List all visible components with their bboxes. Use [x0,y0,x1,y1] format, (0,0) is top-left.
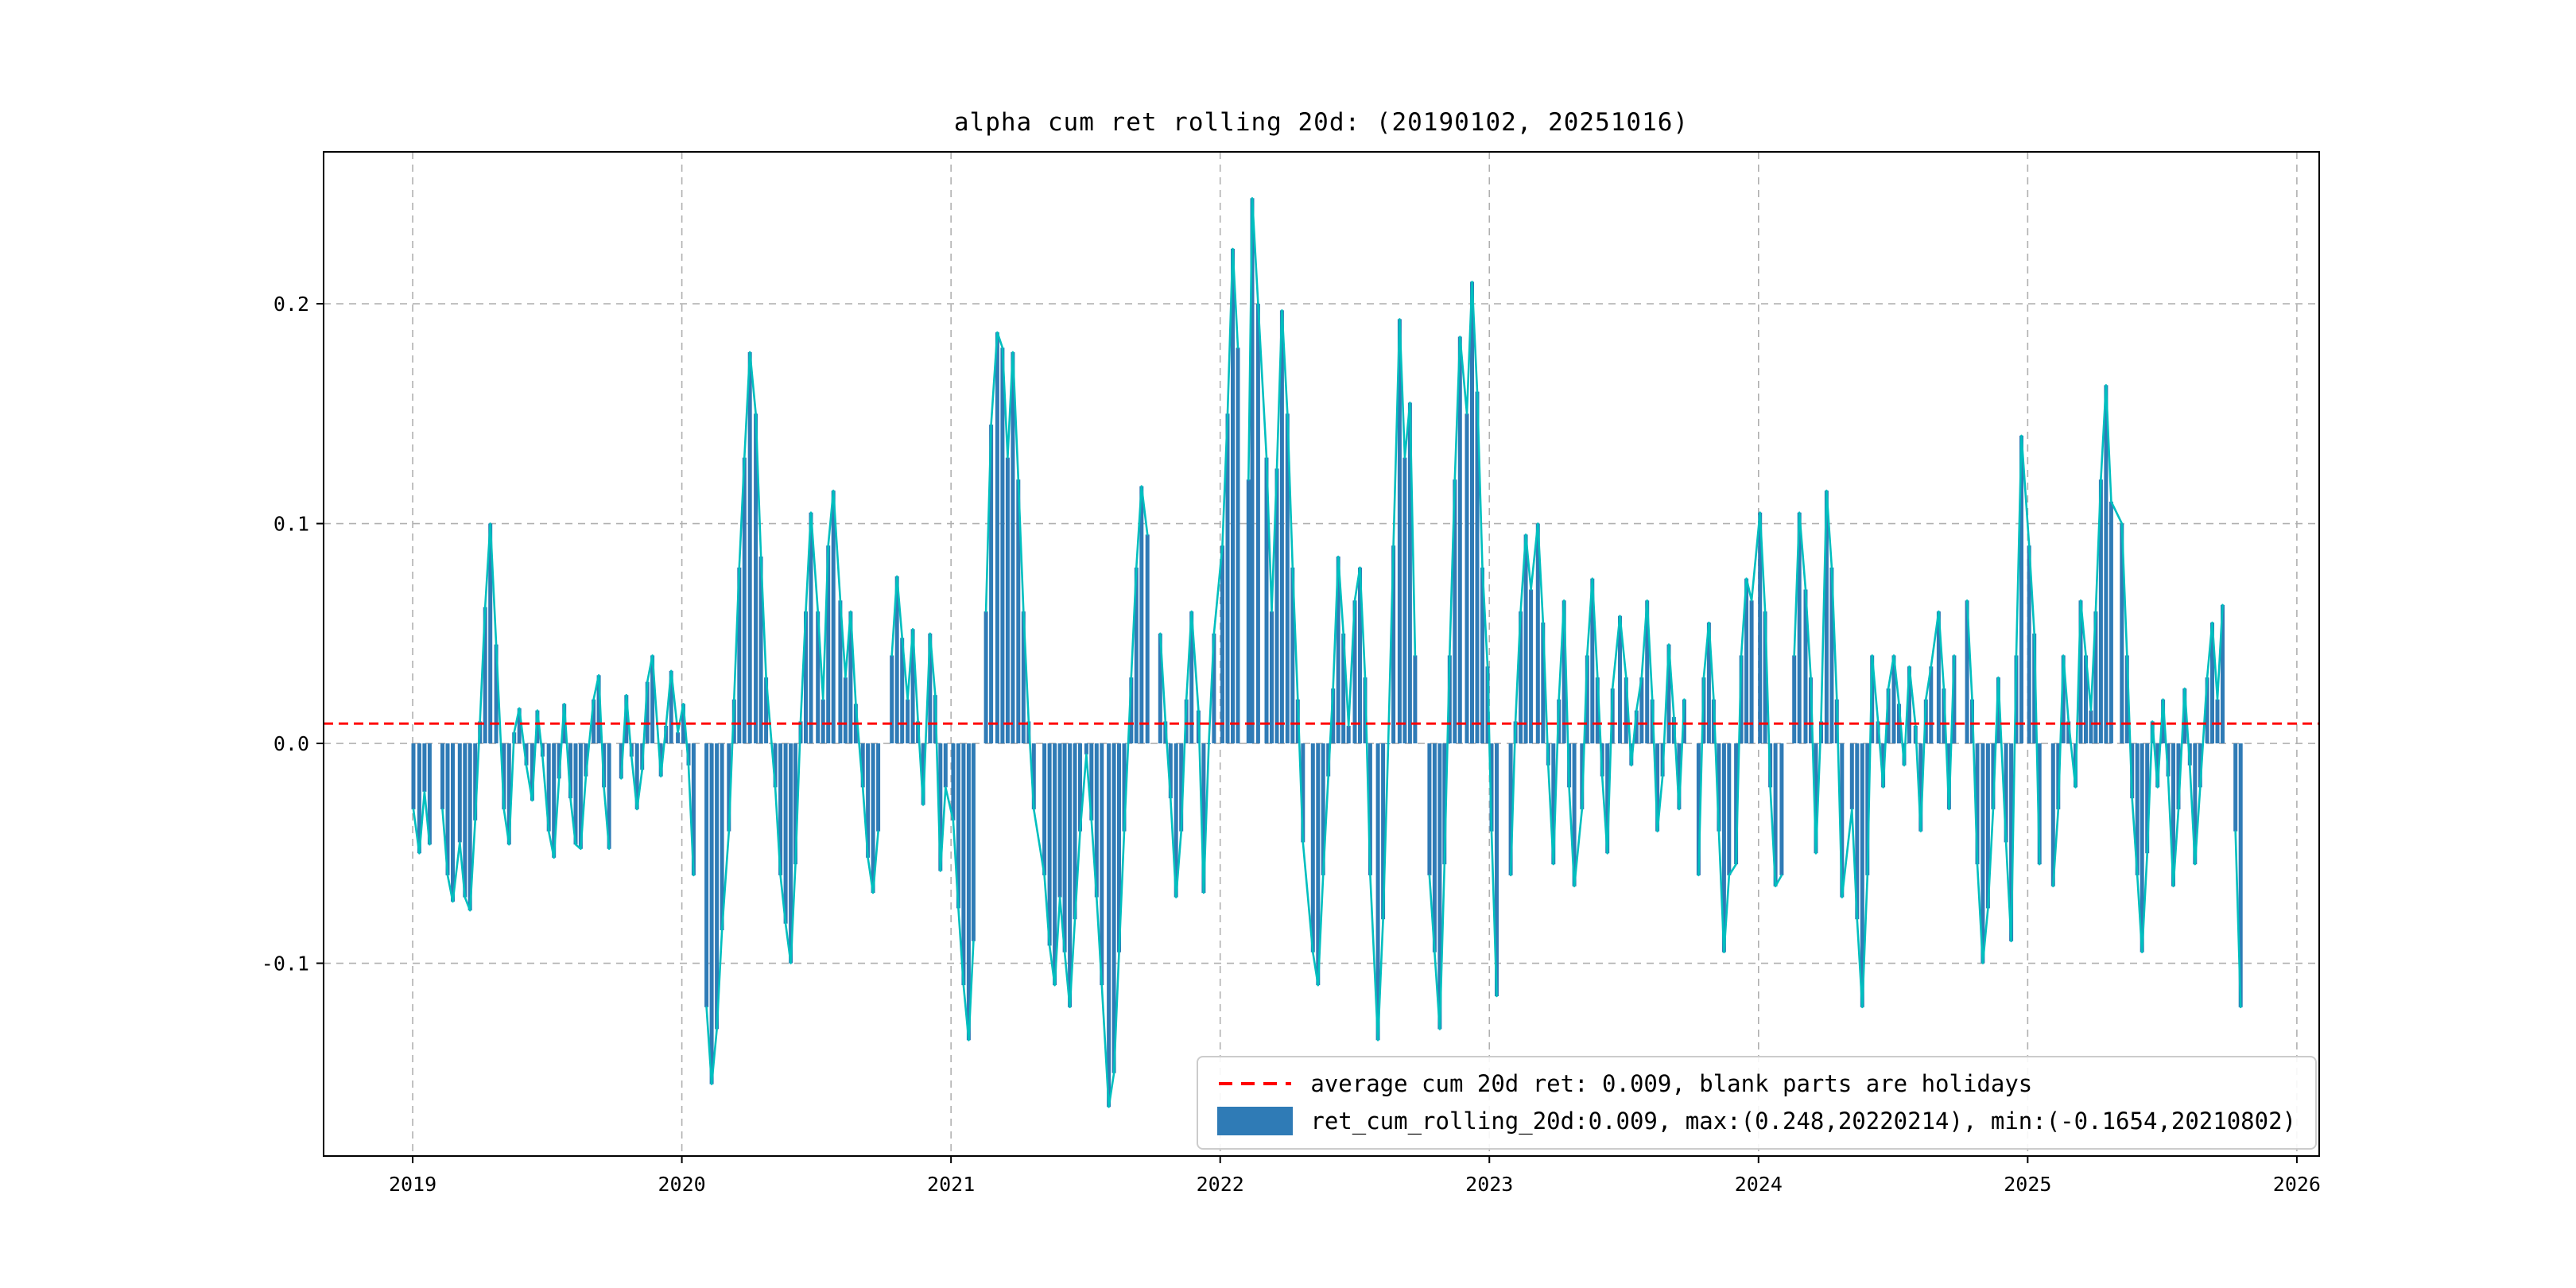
tick-marks [316,303,2298,1163]
chart-title: alpha cum ret rolling 20d: (20190102, 20… [953,108,1690,137]
y-tick-label: 0.0 [274,732,309,755]
x-tick-label: 2019 [389,1173,436,1196]
x-tick-label: 2025 [2004,1173,2051,1196]
legend-label-series: ret_cum_rolling_20d:0.009, max:(0.248,20… [1310,1108,2296,1135]
x-tick-label: 2021 [927,1173,975,1196]
red-dashed-line-icon [1219,1082,1292,1085]
axes-frame [323,151,2320,1157]
x-tick-label: 2022 [1197,1173,1244,1196]
series-line [412,197,2242,1108]
x-tick-label: 2026 [2273,1173,2321,1196]
tick-labels: 2019 2020 2021 2022 2023 2024 2025 2026 0.2 0.1 0.… [262,293,2321,1196]
x-tick-label: 2020 [658,1173,705,1196]
y-tick-label: 0.2 [274,293,309,316]
legend-label-average: average cum 20d ret: 0.009, blank parts … [1310,1070,2033,1097]
legend-entry-average: average cum 20d ret: 0.009, blank parts … [1217,1070,2296,1097]
blue-patch-icon [1217,1107,1294,1135]
y-tick-label: 0.1 [274,513,309,536]
x-tick-label: 2024 [1735,1173,1783,1196]
x-tick-label: 2023 [1465,1173,1513,1196]
gridlines [324,152,2319,1156]
series-bars [411,198,2243,1108]
legend-entry-series: ret_cum_rolling_20d:0.009, max:(0.248,20… [1217,1107,2296,1135]
y-tick-label: -0.1 [262,952,309,976]
legend: average cum 20d ret: 0.009, blank parts … [1197,1056,2317,1150]
